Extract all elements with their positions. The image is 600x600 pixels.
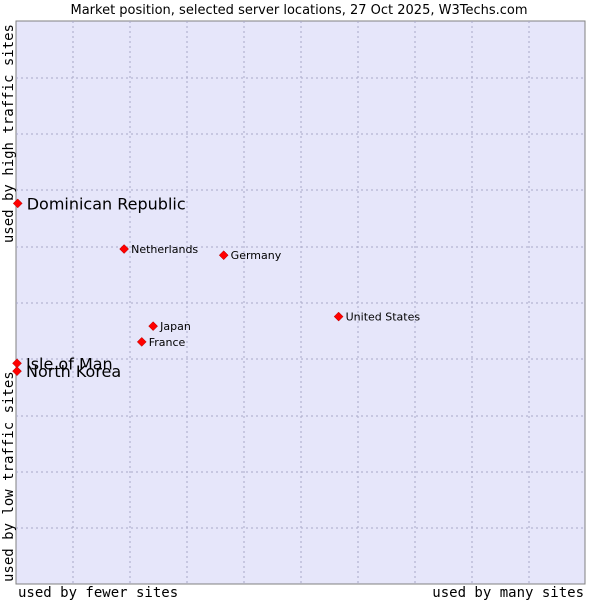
- point-germany: [218, 250, 229, 261]
- point-label-dominican-republic: Dominican Republic: [27, 194, 186, 213]
- point-north-korea: [12, 366, 22, 377]
- point-label-united-states: United States: [346, 311, 421, 324]
- point-label-north-korea: North Korea: [26, 362, 121, 381]
- point-netherlands: [119, 244, 129, 254]
- point-france: [136, 337, 147, 347]
- point-dominican-republic: [12, 198, 23, 209]
- point-japan: [148, 321, 158, 331]
- point-united-states: [333, 311, 344, 322]
- point-label-japan: Japan: [159, 320, 191, 333]
- point-label-france: France: [149, 336, 186, 349]
- point-label-germany: Germany: [231, 249, 282, 262]
- point-label-isle-of-man: Isle of Man: [26, 354, 113, 373]
- y-axis-label-high: used by high traffic sites: [1, 24, 17, 243]
- x-axis-label-right: used by many sites: [432, 585, 584, 600]
- y-axis-label-low: used by low traffic sites: [1, 371, 17, 582]
- point-label-netherlands: Netherlands: [131, 243, 198, 256]
- data-points: Dominican Republic Netherlands Germany Unit…: [12, 194, 421, 381]
- grid-lines: [16, 21, 585, 584]
- x-axis-label-left: used by fewer sites: [18, 585, 178, 600]
- chart-title: Market position, selected server locatio…: [70, 3, 527, 18]
